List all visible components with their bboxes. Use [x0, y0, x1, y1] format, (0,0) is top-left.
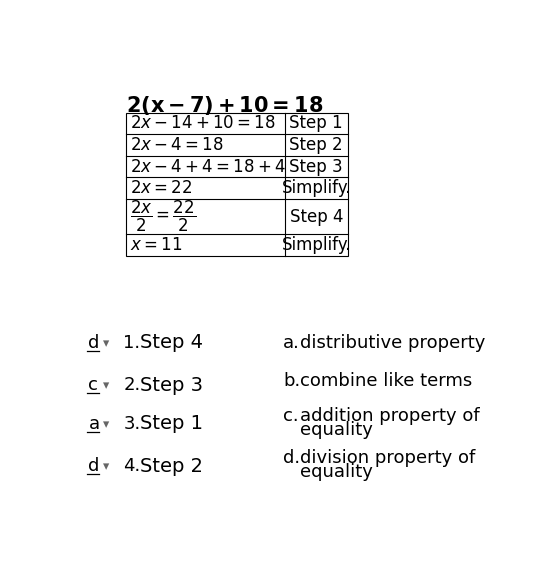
Text: b.: b.	[283, 372, 300, 390]
Text: c.: c.	[283, 407, 299, 425]
Text: 1.: 1.	[123, 334, 140, 352]
Text: Step 3: Step 3	[140, 376, 204, 395]
Text: equality: equality	[300, 421, 373, 439]
Bar	[126, 113, 348, 256]
Text: Step 2: Step 2	[140, 456, 204, 476]
Text: a.: a.	[283, 334, 300, 352]
Text: distributive property: distributive property	[300, 334, 485, 352]
Text: Step 2: Step 2	[289, 136, 343, 154]
Text: Step 1: Step 1	[140, 414, 204, 433]
Text: Step 4: Step 4	[140, 334, 204, 353]
Text: $2x-4+4=18+4$: $2x-4+4=18+4$	[130, 158, 286, 176]
Text: Simplify.: Simplify.	[281, 236, 351, 254]
Text: d: d	[89, 334, 100, 352]
Text: addition property of: addition property of	[300, 407, 480, 425]
Text: Step 1: Step 1	[289, 114, 343, 132]
Text: 2.: 2.	[123, 376, 140, 394]
Text: Step 3: Step 3	[289, 158, 343, 176]
Text: $x=11$: $x=11$	[130, 236, 182, 254]
Text: $2x-14+10=18$: $2x-14+10=18$	[130, 114, 275, 132]
Text: division property of: division property of	[300, 450, 475, 467]
Text: 4.: 4.	[123, 457, 140, 475]
Text: ▾: ▾	[103, 337, 110, 350]
Text: ▾: ▾	[103, 418, 110, 431]
Text: a: a	[89, 415, 99, 433]
Text: $2x=22$: $2x=22$	[130, 179, 192, 197]
Text: Simplify.: Simplify.	[281, 179, 351, 197]
Text: 3.: 3.	[123, 415, 140, 433]
Text: Step 4: Step 4	[289, 208, 343, 226]
Text: d: d	[89, 457, 100, 475]
Text: $2x-4=18$: $2x-4=18$	[130, 136, 223, 154]
Text: ▾: ▾	[103, 379, 110, 393]
Text: combine like terms: combine like terms	[300, 372, 472, 390]
Text: ▾: ▾	[103, 461, 110, 473]
Text: equality: equality	[300, 463, 373, 481]
Text: c: c	[89, 376, 98, 394]
Text: $\dfrac{2x}{2}=\dfrac{22}{2}$: $\dfrac{2x}{2}=\dfrac{22}{2}$	[130, 199, 195, 234]
Text: $\mathbf{2(x-7)+10=18}$: $\mathbf{2(x-7)+10=18}$	[126, 94, 323, 117]
Text: d.: d.	[283, 450, 300, 467]
